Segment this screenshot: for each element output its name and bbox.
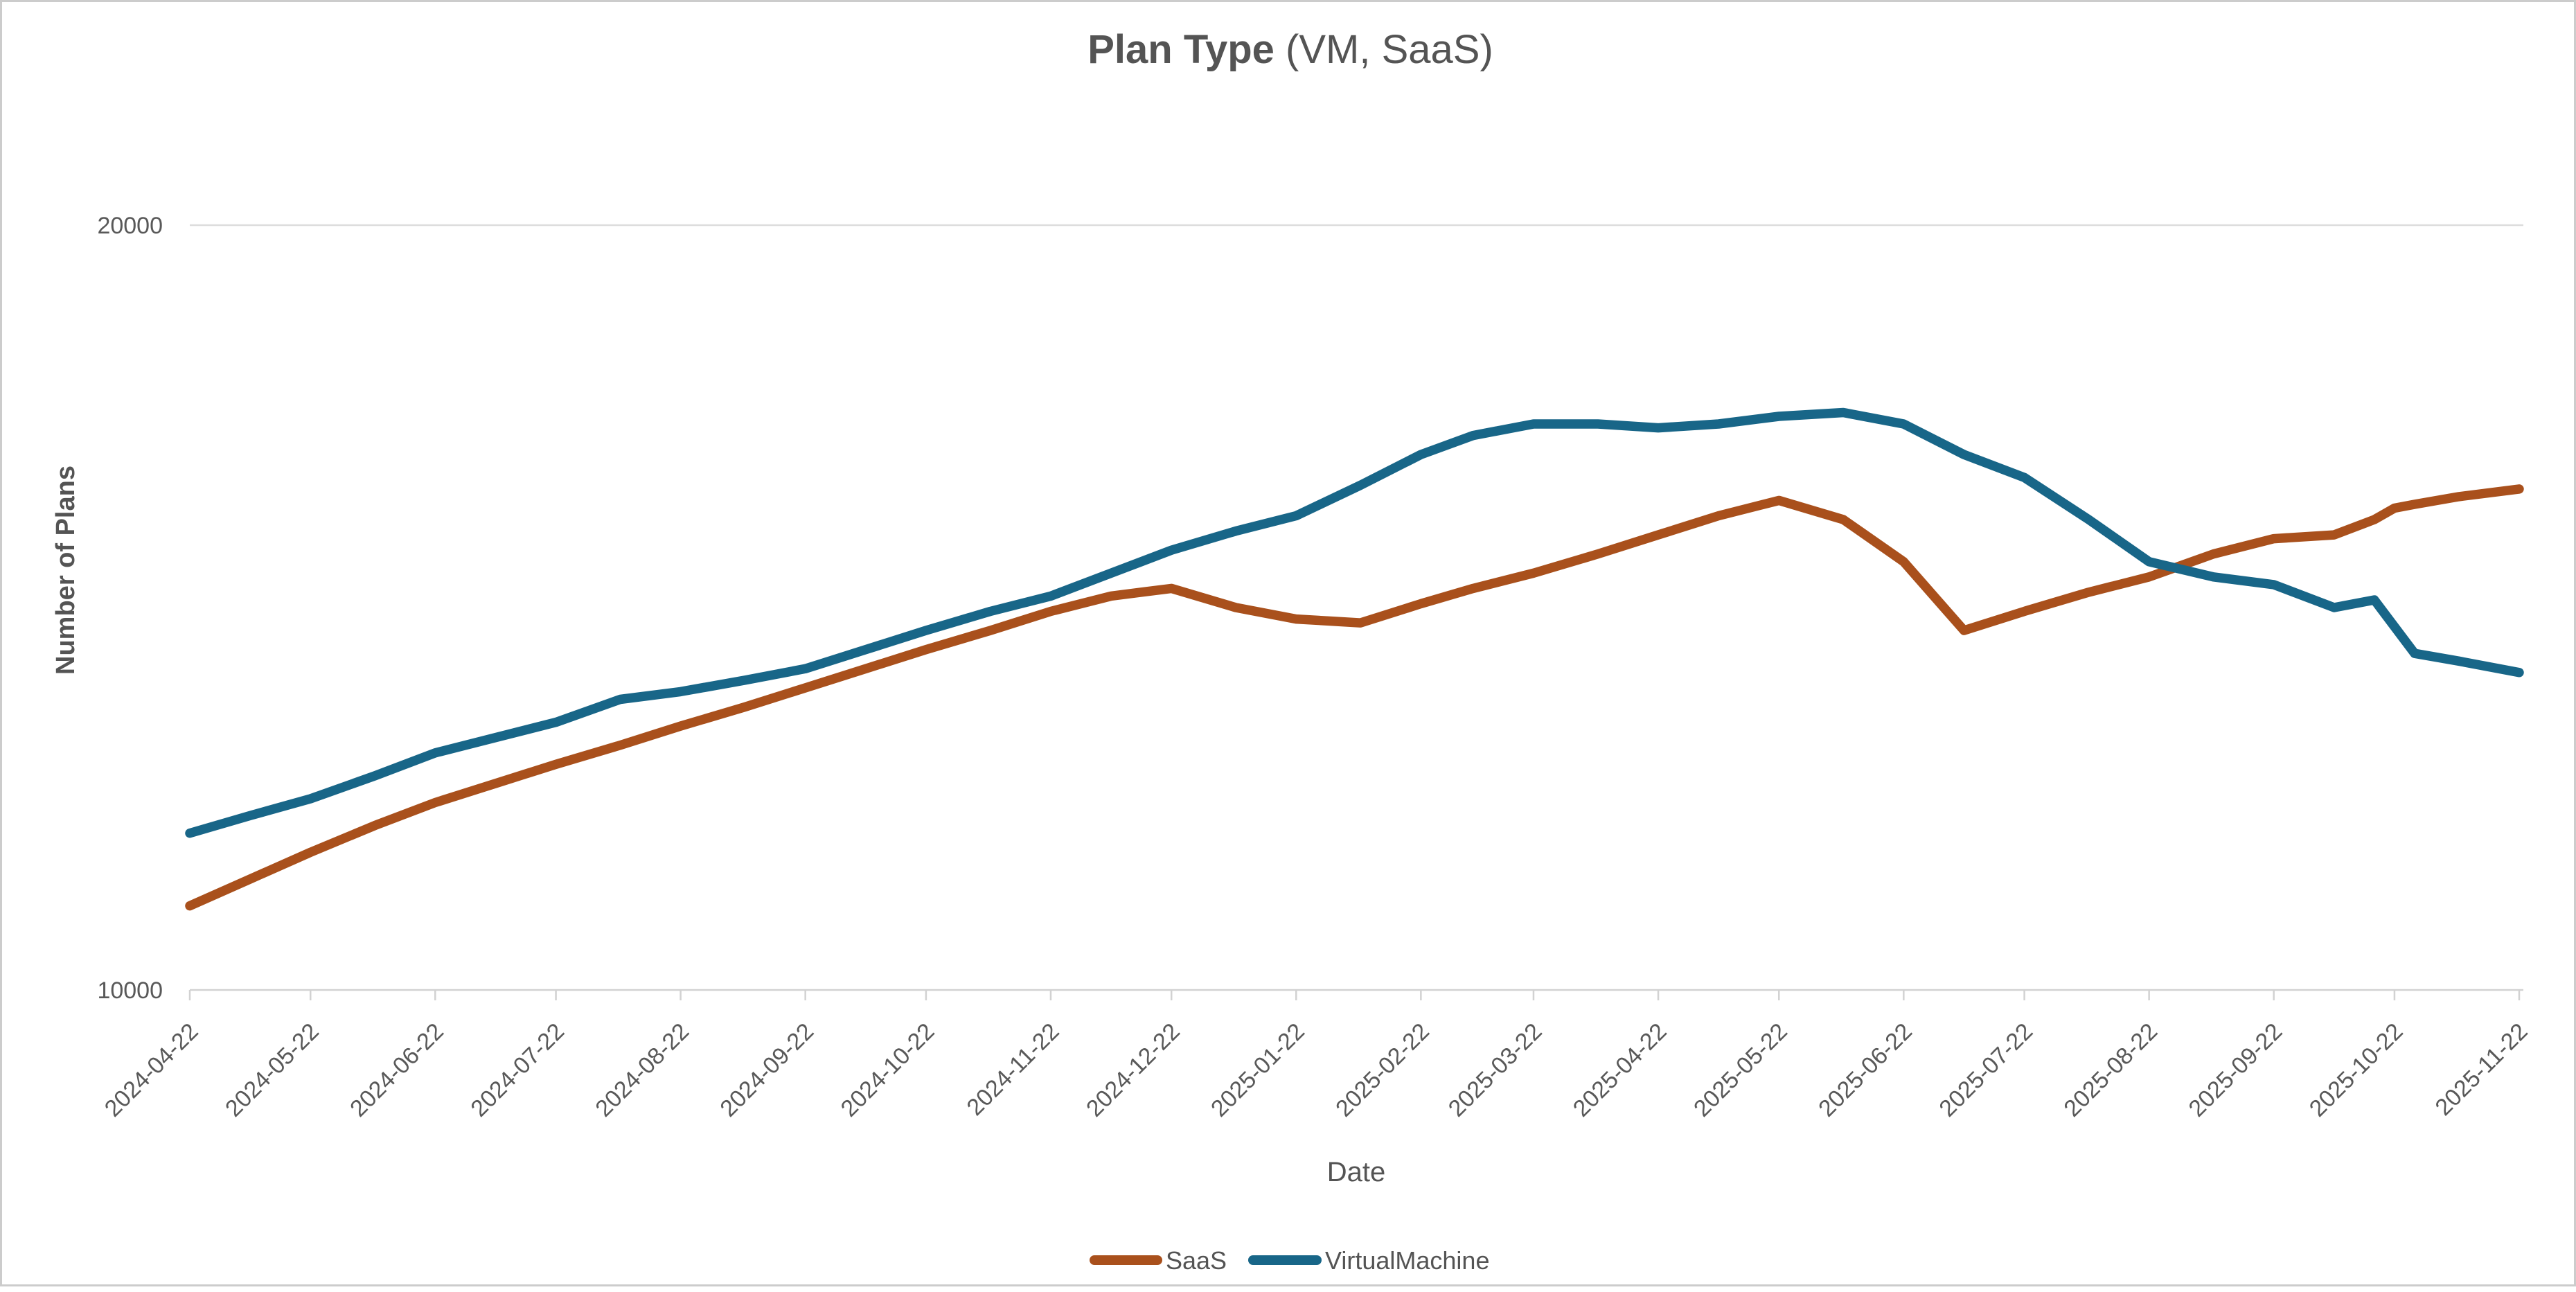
x-tick-label: 2025-05-22 [1689, 1018, 1793, 1122]
x-tick-label: 2025-07-22 [1934, 1018, 2038, 1122]
x-tick-label: 2025-02-22 [1331, 1018, 1434, 1122]
x-tick-label: 2024-04-22 [100, 1018, 204, 1122]
x-tick-label: 2024-07-22 [465, 1018, 569, 1122]
saas-line-series [185, 484, 2524, 911]
x-axis-label: Date [1327, 1157, 1386, 1187]
x-tick-label: 2025-03-22 [1444, 1018, 1547, 1122]
y-tick-label-20000: 20000 [97, 213, 163, 239]
chart-title: Plan Type (VM, SaaS) [1087, 27, 1493, 72]
legend: SaaS VirtualMachine [1090, 1246, 1489, 1275]
x-tick-label: 2025-04-22 [1568, 1018, 1672, 1122]
x-tick-label: 2024-12-22 [1081, 1018, 1185, 1122]
x-tick-label: 2024-10-22 [836, 1018, 940, 1122]
x-tick-label: 2024-11-22 [962, 1018, 1065, 1121]
x-tick-label: 2025-01-22 [1206, 1018, 1310, 1122]
plot-area: 2024-04-22 2024-05-22 2024-06-22 2024-07-22… [100, 407, 2533, 1122]
legend-label-virtualmachine: VirtualMachine [1325, 1246, 1489, 1275]
x-tick-label: 2025-11-22 [2431, 1018, 2533, 1121]
y-axis-label: Number of Plans [51, 466, 80, 675]
legend-label-saas: SaaS [1166, 1246, 1227, 1275]
x-tick-label: 2024-08-22 [590, 1018, 694, 1122]
x-tick-label: 2025-10-22 [2304, 1018, 2408, 1122]
virtualmachine-line-series [185, 407, 2524, 838]
x-tick-label: 2024-09-22 [715, 1018, 819, 1122]
x-tick-label: 2025-06-22 [1813, 1018, 1917, 1122]
x-tick-label: 2024-06-22 [345, 1018, 449, 1122]
x-tick-label: 2025-08-22 [2059, 1018, 2162, 1122]
x-tick-label: 2025-09-22 [2183, 1018, 2287, 1122]
x-tick-label: 2024-05-22 [220, 1018, 324, 1122]
y-tick-label-10000: 10000 [97, 977, 163, 1004]
chart-title-suffix: (VM, SaaS) [1274, 27, 1493, 72]
chart-title-main: Plan Type [1087, 27, 1274, 72]
